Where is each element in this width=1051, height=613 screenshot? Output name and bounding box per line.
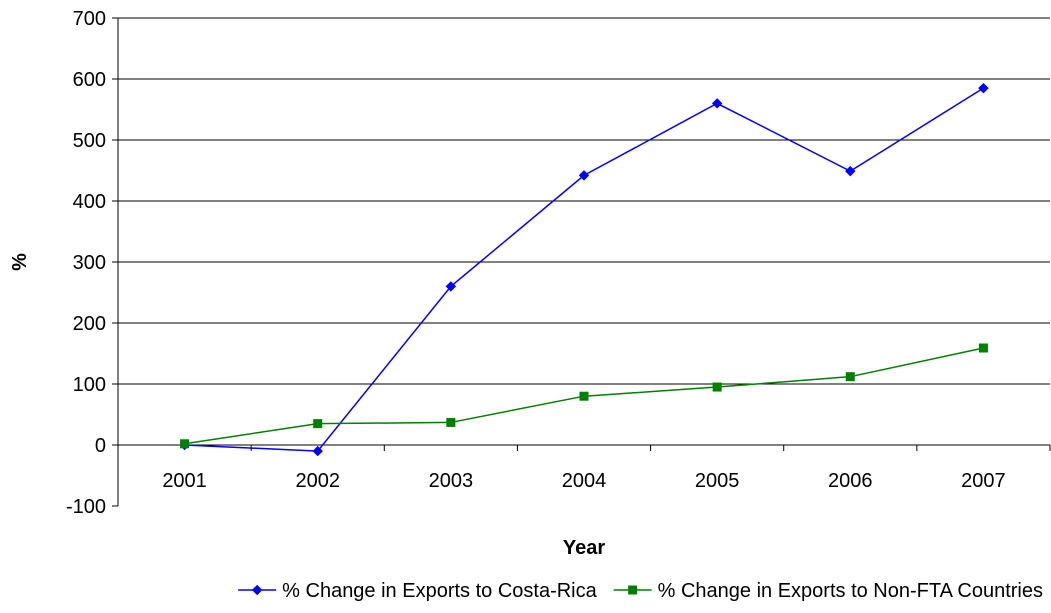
x-tick-label: 2005 [695,470,740,492]
y-tick-label: -100 [66,496,106,518]
y-axis-tick-labels: -100 0 100 200 300 400 500 600 700 [66,8,106,518]
y-axis-title: % [9,253,31,271]
legend-item-2: % Change in Exports to Non-FTA Countries [613,580,1043,602]
legend-marker [628,585,638,595]
x-axis-title: Year [563,537,605,559]
legend-label: % Change in Exports to Costa-Rica [282,580,597,602]
y-tick-label: 100 [73,374,106,396]
y-tick-label: 500 [73,130,106,152]
data-point-diamond: 2002: -10 [312,445,323,457]
series-2: 2001: 2 2002: 35 2003: 37 2004: 80 2005: 95 2… [180,343,988,449]
data-point-diamond: 2004: 442 [578,170,590,181]
data-point-square: 2002: 35 [313,419,323,429]
x-tick-label: 2003 [429,470,474,492]
x-tick-label: 2002 [295,470,340,492]
data-point-diamond: 2006: 449 [845,165,856,177]
gridlines [118,17,1050,385]
series-1: 2001: 02002: -102003: 2602004: 4422005: … [179,82,989,457]
data-point-diamond: 2003: 260 [445,281,457,292]
data-point-square: 2005: 95 [712,382,722,392]
y-tick-label: 700 [73,8,106,30]
data-point-diamond: 2007: 585 [978,82,989,94]
x-tick-label: 2004 [562,470,607,492]
data-point-square: 2003: 37 [446,417,456,427]
axes [112,17,1051,507]
x-tick-label: 2006 [828,470,873,492]
y-tick-label: 300 [73,252,106,274]
x-tick-label: 2007 [961,470,1006,492]
data-point-square: 2004: 80 [579,391,589,401]
legend-label: % Change in Exports to Non-FTA Countries [658,580,1043,602]
series-lines: 2001: 02002: -102003: 2602004: 4422005: … [179,82,989,457]
legend-marker [251,584,263,596]
x-axis-tick-labels: 2001 2002 2003 2004 2005 2006 2007 [162,470,1005,492]
data-point-square: 2001: 2 [180,439,190,449]
data-point-square: 2007: 159 [978,343,988,353]
x-tick-label: 2001 [162,470,207,492]
y-tick-label: 400 [73,191,106,213]
y-tick-label: 200 [73,313,106,335]
data-point-diamond: 2005: 560 [711,98,723,109]
data-point-square: 2006: 112 [845,372,855,382]
legend-item-1: % Change in Exports to Costa-Rica [238,580,598,602]
legend: % Change in Exports to Costa-Rica % Chang… [238,580,1043,602]
y-tick-label: 600 [73,69,106,91]
y-tick-label: 0 [95,435,106,457]
